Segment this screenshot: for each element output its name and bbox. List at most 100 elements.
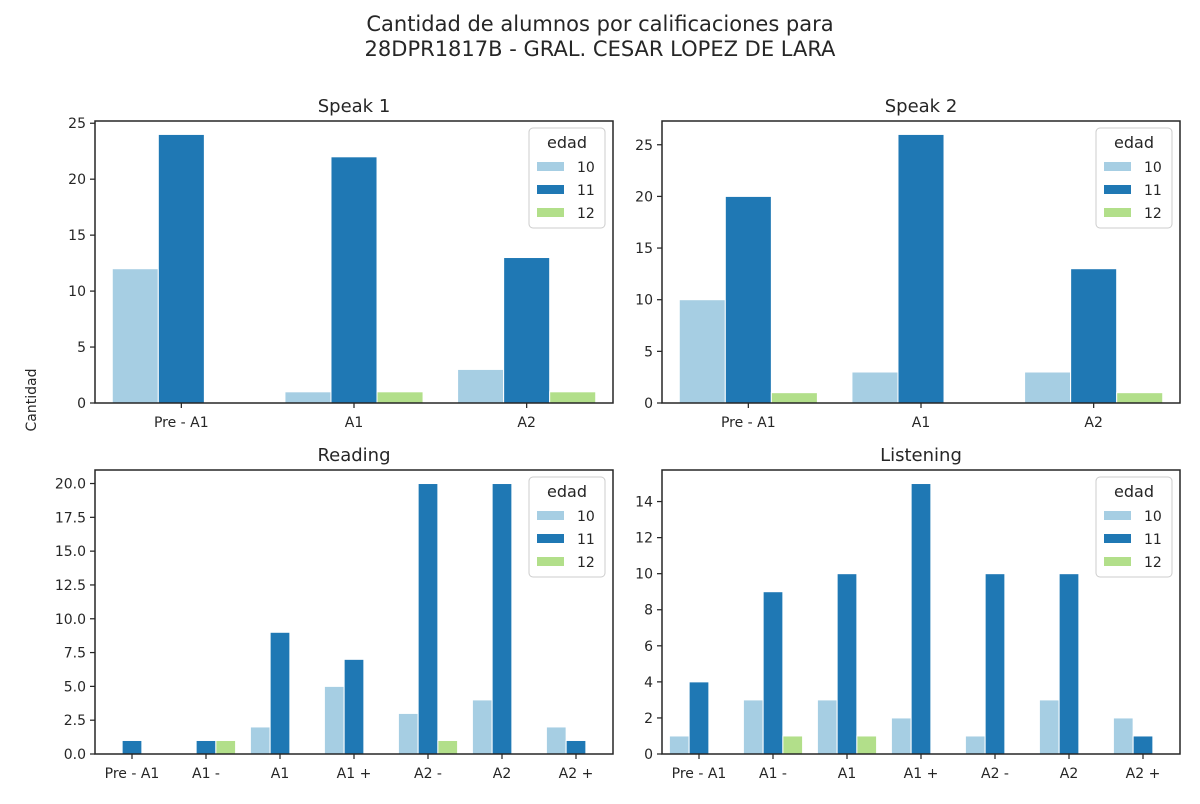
- bar: [851, 371, 899, 404]
- chart-1: Speak 2 0 5 10 15 20 25 Pre - A1 A1 A2 edad 10 11 12: [635, 96, 1181, 431]
- bar: [1132, 735, 1154, 755]
- bar: [195, 739, 217, 755]
- bar: [984, 573, 1006, 755]
- y-tick-label: 10: [635, 567, 653, 583]
- x-tick-label: Pre - A1: [672, 766, 727, 782]
- y-tick-label: 4: [644, 675, 653, 691]
- x-tick-label: A1: [271, 766, 289, 782]
- y-tick-label: 25: [68, 116, 86, 132]
- plot-frame: [661, 120, 1181, 404]
- bar: [437, 739, 459, 755]
- legend-title: edad: [1114, 133, 1154, 152]
- bar: [284, 391, 332, 404]
- bar: [910, 483, 932, 755]
- bar: [549, 391, 597, 404]
- x-tick-label: A2: [1084, 415, 1102, 431]
- bar: [545, 726, 567, 755]
- bar: [417, 483, 439, 755]
- bar: [1112, 717, 1134, 755]
- legend-label: 12: [1144, 555, 1162, 571]
- x-tick-label: A1 +: [337, 766, 372, 782]
- bar: [1024, 371, 1072, 404]
- x-tick-label: A2 +: [1126, 766, 1161, 782]
- y-tick-label: 20: [68, 172, 86, 188]
- shared-y-axis-label: Cantidad: [24, 368, 40, 432]
- legend-swatch: [1104, 208, 1131, 217]
- chart-0: Speak 1 0 5 10 15 20 25 Pre - A1 A1 A2 edad 10 11 12: [68, 96, 614, 431]
- bar: [836, 573, 858, 755]
- legend-label: 10: [1144, 509, 1162, 525]
- y-tick-label: 12.5: [55, 578, 86, 594]
- y-tick-label: 14: [635, 495, 653, 511]
- x-tick-label: A2 -: [414, 766, 442, 782]
- legend-label: 12: [1144, 206, 1162, 222]
- x-tick-label: A2: [493, 766, 511, 782]
- bar: [343, 658, 365, 755]
- legend-swatch: [537, 162, 564, 171]
- y-tick-label: 12: [635, 531, 653, 547]
- legend-label: 10: [1144, 160, 1162, 176]
- y-tick-label: 15: [635, 241, 653, 257]
- x-tick-label: A1: [912, 415, 930, 431]
- legend-swatch: [537, 557, 564, 566]
- legend-swatch: [1104, 511, 1131, 520]
- figure-title-line2: 28DPR1817B - GRAL. CESAR LOPEZ DE LARA: [364, 37, 836, 61]
- bar: [1070, 268, 1118, 404]
- bar: [471, 699, 493, 755]
- bar: [157, 133, 205, 404]
- y-tick-label: 10: [635, 293, 653, 309]
- y-tick-label: 10: [68, 284, 86, 300]
- legend-box: [528, 127, 606, 229]
- bar: [269, 631, 291, 755]
- y-tick-label: 8: [644, 603, 653, 619]
- y-tick-label: 6: [644, 639, 653, 655]
- legend: edad 10 11 12: [1095, 476, 1173, 578]
- bar: [397, 712, 419, 755]
- y-tick-label: 20: [635, 189, 653, 205]
- legend-label: 10: [577, 160, 595, 176]
- y-tick-label: 0: [644, 396, 653, 412]
- plot-frame: [94, 120, 614, 404]
- x-tick-label: Pre - A1: [154, 415, 209, 431]
- legend-box: [1095, 476, 1173, 578]
- figure-title: Cantidad de alumnos por calificaciones p…: [0, 12, 1200, 62]
- bar: [376, 391, 424, 404]
- bar: [782, 735, 804, 755]
- chart-3: Listening 0 2 4 6 8 10 12 14 Pre - A1 A1 - A1 A1 + A2…: [635, 445, 1181, 782]
- x-tick-label: A1 +: [904, 766, 939, 782]
- bar: [762, 591, 784, 755]
- bar: [770, 392, 818, 404]
- y-tick-label: 2.5: [64, 713, 86, 729]
- y-tick-label: 17.5: [55, 510, 86, 526]
- chart-title: Reading: [317, 445, 390, 466]
- legend-swatch: [537, 534, 564, 543]
- bar: [121, 739, 143, 755]
- bar: [249, 726, 271, 755]
- bar: [724, 195, 772, 404]
- y-tick-label: 20.0: [55, 477, 86, 493]
- legend-swatch: [1104, 162, 1131, 171]
- y-tick-label: 10.0: [55, 612, 86, 628]
- legend-label: 12: [577, 555, 595, 571]
- bar: [1116, 392, 1164, 404]
- y-tick-label: 0.0: [64, 747, 86, 763]
- bar: [678, 299, 726, 404]
- y-tick-label: 5: [77, 340, 86, 356]
- legend-swatch: [537, 208, 564, 217]
- legend-label: 11: [577, 532, 595, 548]
- legend: edad 10 11 12: [1095, 127, 1173, 229]
- x-tick-label: A1 -: [192, 766, 220, 782]
- legend-label: 12: [577, 206, 595, 222]
- x-tick-label: A2 -: [981, 766, 1009, 782]
- y-tick-label: 0: [77, 396, 86, 412]
- bar: [668, 735, 690, 755]
- y-tick-label: 25: [635, 138, 653, 154]
- x-tick-label: A1: [838, 766, 856, 782]
- x-tick-label: Pre - A1: [105, 766, 160, 782]
- legend-swatch: [537, 511, 564, 520]
- bar: [816, 699, 838, 755]
- bar: [897, 133, 945, 404]
- bar: [688, 681, 710, 755]
